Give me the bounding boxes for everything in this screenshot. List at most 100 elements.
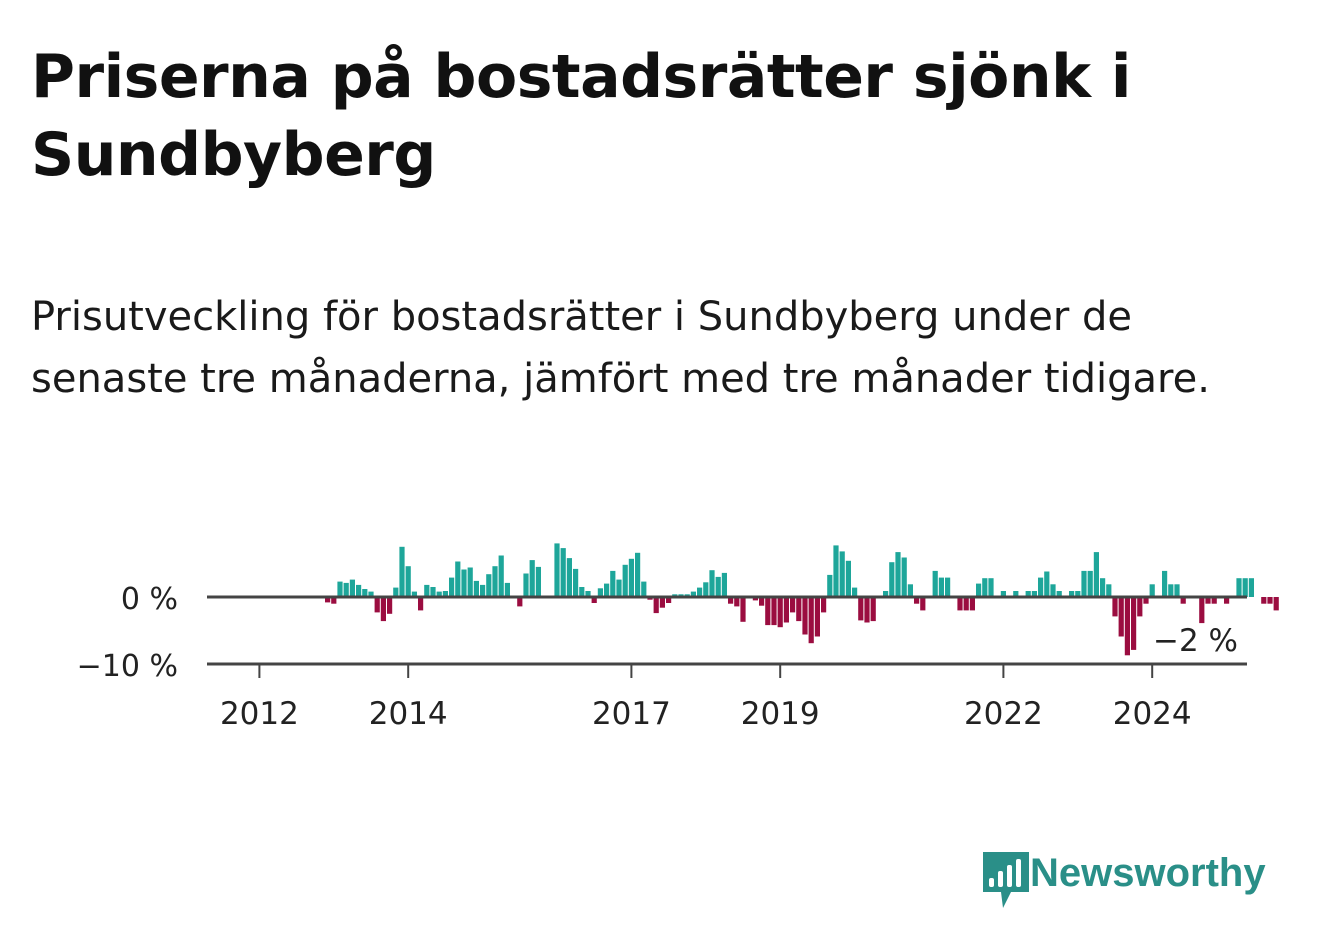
bar-2020-12 xyxy=(920,597,926,611)
bar-2018-02 xyxy=(709,570,715,597)
bar-2016-06 xyxy=(585,591,591,597)
chart-title: Priserna på bostadsrätter sjönk i Sundby… xyxy=(31,42,1131,190)
bar-2021-03 xyxy=(938,577,944,597)
bar-2013-06 xyxy=(362,589,368,597)
bar-2023-12 xyxy=(1143,597,1149,604)
bar-2020-08 xyxy=(895,552,901,597)
bar-2024-10 xyxy=(1205,597,1211,604)
bar-2017-07 xyxy=(666,597,672,603)
bar-2020-04 xyxy=(870,597,876,622)
x-axis: 2012 2014 2017 2019 2022 2024 xyxy=(220,664,1192,732)
bar-2019-12 xyxy=(845,560,851,597)
bar-2016-01 xyxy=(554,543,560,597)
bar-2013-01 xyxy=(331,597,337,604)
y-axis: 0 % −10 % xyxy=(77,582,178,684)
bar-2016-07 xyxy=(591,597,597,603)
bar-2018-01 xyxy=(703,582,709,597)
bar-2021-04 xyxy=(945,577,951,597)
bar-2015-10 xyxy=(535,566,541,598)
bar-2018-06 xyxy=(734,597,740,607)
bar-2013-08 xyxy=(374,597,380,613)
bar-2021-08 xyxy=(969,597,975,611)
bar-2020-09 xyxy=(901,557,907,597)
bar-2015-08 xyxy=(523,573,529,597)
bar-2019-01 xyxy=(777,597,783,628)
bar-2014-11 xyxy=(467,567,473,597)
bar-2022-08 xyxy=(1044,571,1050,597)
bar-2022-09 xyxy=(1050,584,1056,597)
bar-2023-10 xyxy=(1131,597,1137,650)
bar-2018-09 xyxy=(752,597,758,601)
bar-2019-09 xyxy=(827,574,833,597)
bar-2017-01 xyxy=(628,558,634,597)
last-value-label: −2 % xyxy=(1153,623,1238,659)
bar-2015-07 xyxy=(517,597,523,607)
bar-2016-09 xyxy=(604,583,610,597)
bar-2023-08 xyxy=(1118,597,1124,637)
bar-2017-02 xyxy=(635,552,641,597)
bar-2023-03 xyxy=(1087,570,1093,597)
bar-2023-09 xyxy=(1124,597,1130,656)
bar-2014-04 xyxy=(424,584,430,597)
bar-2012-12 xyxy=(325,597,331,603)
bar-2020-11 xyxy=(914,597,920,604)
bar-2024-11 xyxy=(1211,597,1217,604)
bar-2018-03 xyxy=(715,576,721,597)
bar-2014-10 xyxy=(461,569,467,597)
bar-2019-11 xyxy=(839,551,845,597)
bar-2013-05 xyxy=(356,584,362,597)
bar-2014-01 xyxy=(405,566,411,597)
bar-2022-05 xyxy=(1025,591,1031,597)
bar-2021-07 xyxy=(963,597,969,611)
bar-2023-05 xyxy=(1100,578,1106,597)
x-tick-label: 2024 xyxy=(1113,696,1192,732)
bar-2022-12 xyxy=(1069,591,1075,597)
bar-2024-06 xyxy=(1180,597,1186,604)
bar-2017-06 xyxy=(659,597,665,608)
bar-2015-03 xyxy=(492,566,498,597)
x-tick-label: 2022 xyxy=(964,696,1043,732)
bar-2023-01 xyxy=(1075,591,1081,597)
bar-2013-12 xyxy=(399,546,405,598)
bar-2013-04 xyxy=(349,579,355,597)
bar-2022-01 xyxy=(1000,591,1006,597)
bar-2020-02 xyxy=(858,597,864,621)
bar-2020-07 xyxy=(889,562,895,597)
bar-2021-10 xyxy=(982,578,988,597)
bar-2019-04 xyxy=(796,597,802,622)
bar-2021-06 xyxy=(957,597,963,611)
bar-2019-06 xyxy=(808,597,814,644)
newsworthy-logo-icon xyxy=(983,852,1029,908)
bar-2013-03 xyxy=(343,582,349,597)
bar-2014-03 xyxy=(418,597,424,611)
brand-name: Newsworthy xyxy=(1030,851,1266,895)
bar-2016-02 xyxy=(560,548,566,597)
bar-2016-11 xyxy=(616,579,622,597)
bar-2021-02 xyxy=(932,570,938,597)
bar-2014-05 xyxy=(430,587,436,598)
bar-2020-01 xyxy=(852,587,858,597)
bar-2025-01 xyxy=(1224,597,1230,604)
bar-2014-07 xyxy=(442,591,448,597)
bar-2025-08 xyxy=(1267,597,1273,604)
bar-2023-11 xyxy=(1137,597,1143,617)
bar-2023-07 xyxy=(1112,597,1118,617)
bar-2025-09 xyxy=(1273,597,1279,611)
bar-2018-04 xyxy=(721,572,727,597)
bar-2024-09 xyxy=(1199,597,1205,624)
bar-2019-10 xyxy=(833,545,839,597)
newsworthy-logo[interactable]: Newsworthy xyxy=(981,850,1311,910)
bar-2015-04 xyxy=(498,555,504,597)
bar-2014-02 xyxy=(411,591,417,597)
y-tick-label: −10 % xyxy=(77,649,178,684)
bar-2024-01 xyxy=(1149,584,1155,597)
chart-subtitle: Prisutveckling för bostadsrätter i Sundb… xyxy=(31,294,1210,402)
x-tick-label: 2019 xyxy=(741,696,820,732)
bar-2016-08 xyxy=(597,588,603,597)
bar-2018-12 xyxy=(771,597,777,626)
bar-2022-07 xyxy=(1038,577,1044,597)
bar-2013-09 xyxy=(380,597,386,622)
bar-2021-11 xyxy=(988,578,994,597)
bar-2015-01 xyxy=(480,584,486,597)
x-tick-label: 2017 xyxy=(592,696,671,732)
